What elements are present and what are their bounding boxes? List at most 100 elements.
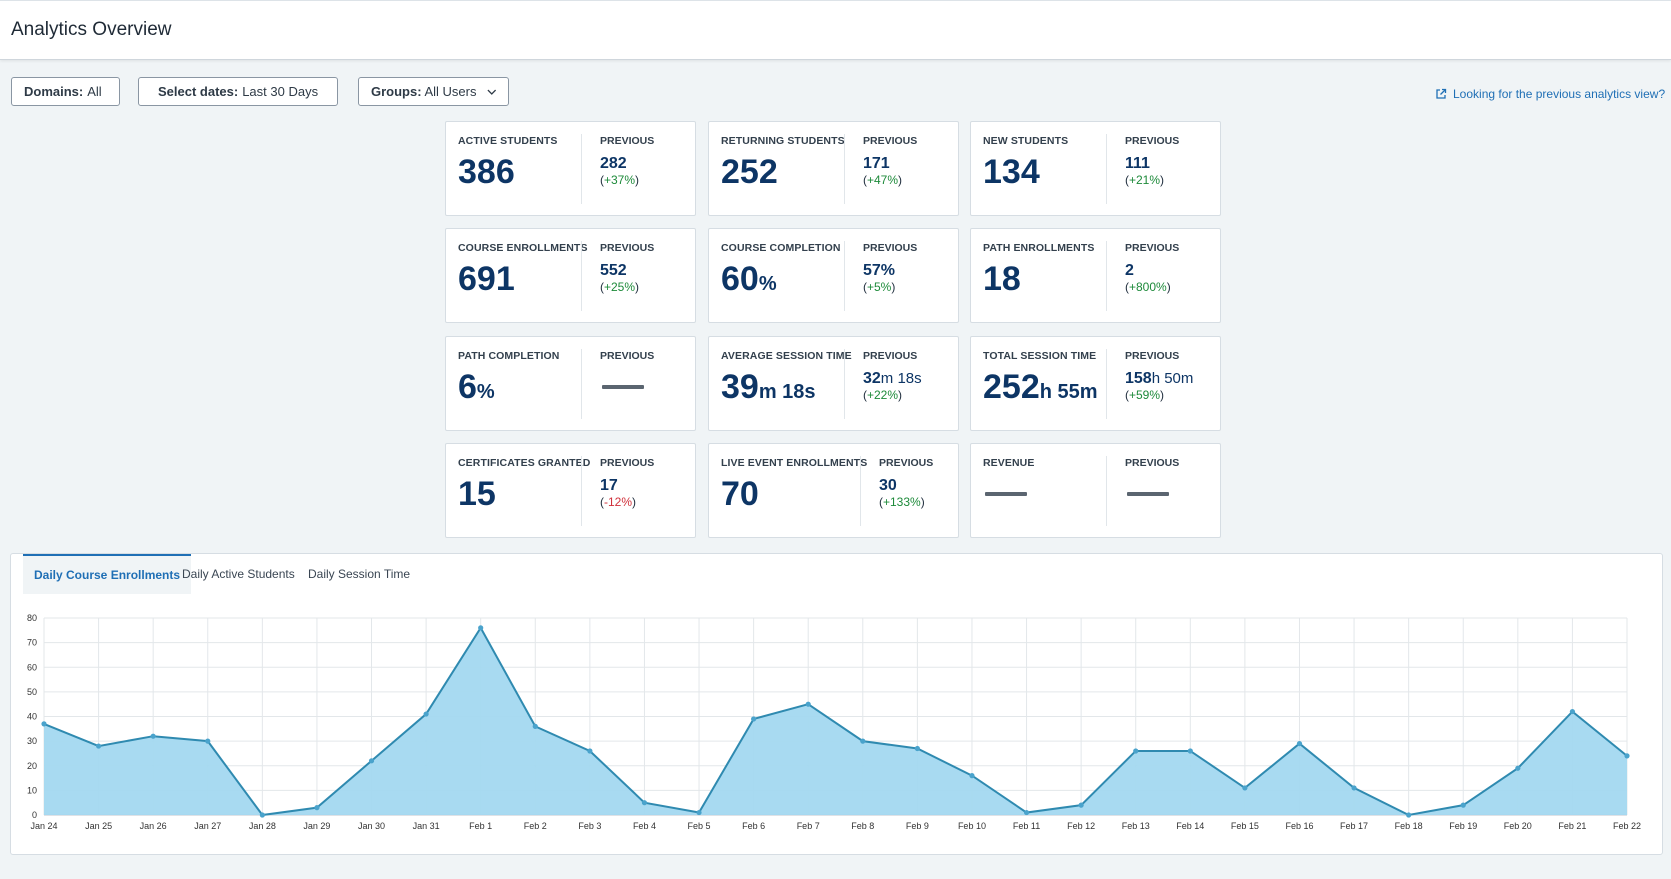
change-close: ) xyxy=(898,173,903,187)
card-divider xyxy=(844,241,845,311)
previous-change: (+59%) xyxy=(1125,388,1164,402)
previous-label: PREVIOUS xyxy=(1125,242,1180,254)
card-average-session-time: AVERAGE SESSION TIME 39m 18s PREVIOUS 32… xyxy=(708,336,959,431)
card-active-students: ACTIVE STUDENTS 386 PREVIOUS 282 (+37%) xyxy=(445,121,696,216)
domains-filter-label: Domains: xyxy=(24,84,84,99)
tab-daily-session-time[interactable]: Daily Session Time xyxy=(308,567,411,581)
previous-label: PREVIOUS xyxy=(863,242,918,254)
previous-value-unit: h 50m xyxy=(1151,370,1194,387)
change-percent: +47% xyxy=(867,173,899,187)
tab-daily-course-enrollments[interactable]: Daily Course Enrollments xyxy=(23,554,192,594)
card-divider xyxy=(844,134,845,204)
groups-filter-dropdown[interactable]: Groups: All Users xyxy=(358,77,509,106)
card-divider xyxy=(581,349,582,419)
previous-analytics-link-text: Looking for the previous analytics view? xyxy=(1453,87,1666,101)
card-divider xyxy=(581,241,582,311)
chart-panel xyxy=(10,553,1663,855)
previous-value: 17 xyxy=(600,477,618,494)
previous-change: (+133%) xyxy=(879,495,925,509)
card-divider xyxy=(581,134,582,204)
previous-change: (+25%) xyxy=(600,280,639,294)
change-open: ( xyxy=(600,173,604,187)
previous-value: 57% xyxy=(863,262,896,279)
previous-label: PREVIOUS xyxy=(600,350,655,362)
groups-filter-label: Groups: xyxy=(371,84,422,99)
card-value: 18 xyxy=(983,260,1021,298)
dates-filter-dropdown[interactable]: Select dates: Last 30 Days xyxy=(138,77,338,106)
previous-change: (+5%) xyxy=(863,280,895,294)
previous-change: (+800%) xyxy=(1125,280,1171,294)
chevron-down-icon xyxy=(487,89,497,95)
card-value-number: 39 xyxy=(721,368,759,406)
card-value-unit: % xyxy=(758,273,777,295)
tab-daily-active-students[interactable]: Daily Active Students xyxy=(182,567,295,581)
page-title: Analytics Overview xyxy=(11,19,172,40)
card-divider xyxy=(844,349,845,419)
previous-value: 552 xyxy=(600,262,627,279)
card-value-number: 252 xyxy=(983,368,1040,406)
change-open: ( xyxy=(1125,173,1129,187)
change-percent: +133% xyxy=(883,495,921,509)
previous-value: 171 xyxy=(863,155,890,172)
change-percent: -12% xyxy=(604,495,633,509)
previous-value-unit: m 18s xyxy=(880,370,922,387)
card-divider xyxy=(1106,134,1107,204)
previous-change: (+47%) xyxy=(863,173,902,187)
dates-filter-value: Last 30 Days xyxy=(242,84,319,99)
previous-label: PREVIOUS xyxy=(1125,135,1180,147)
card-course-enrollments: COURSE ENROLLMENTS 691 PREVIOUS 552 (+25… xyxy=(445,228,696,323)
previous-label: PREVIOUS xyxy=(863,135,918,147)
previous-change: (+37%) xyxy=(600,173,639,187)
card-divider xyxy=(581,456,582,526)
card-divider xyxy=(1106,349,1107,419)
change-open: ( xyxy=(1125,388,1129,402)
card-value: 70 xyxy=(721,475,759,513)
card-label: NEW STUDENTS xyxy=(983,135,1069,147)
change-close: ) xyxy=(1166,280,1171,294)
change-percent: +21% xyxy=(1129,173,1161,187)
previous-label: PREVIOUS xyxy=(1125,457,1180,469)
card-label: PATH COMPLETION xyxy=(458,350,560,362)
no-data-dash xyxy=(602,385,644,389)
change-open: ( xyxy=(863,173,867,187)
previous-value: 30 xyxy=(879,477,897,494)
previous-analytics-link[interactable]: Looking for the previous analytics view? xyxy=(1435,87,1665,101)
no-data-dash xyxy=(1127,492,1169,496)
previous-label: PREVIOUS xyxy=(600,242,655,254)
previous-value: 158h 50m xyxy=(1125,370,1193,388)
previous-value-number: 32 xyxy=(863,370,881,387)
change-close: ) xyxy=(891,280,896,294)
change-percent: +59% xyxy=(1129,388,1161,402)
card-value: 691 xyxy=(458,260,515,298)
card-value: 134 xyxy=(983,153,1040,191)
card-label: CERTIFICATES GRANTED xyxy=(458,457,591,469)
card-value-unit: % xyxy=(476,381,495,403)
change-close: ) xyxy=(635,280,640,294)
card-path-completion: PATH COMPLETION 6% PREVIOUS xyxy=(445,336,696,431)
card-value-number: 6 xyxy=(458,368,477,406)
change-close: ) xyxy=(920,495,925,509)
previous-label: PREVIOUS xyxy=(600,457,655,469)
card-label: TOTAL SESSION TIME xyxy=(983,350,1097,362)
card-new-students: NEW STUDENTS 134 PREVIOUS 111 (+21%) xyxy=(970,121,1221,216)
change-open: ( xyxy=(600,495,604,509)
card-total-session-time: TOTAL SESSION TIME 252h 55m PREVIOUS 158… xyxy=(970,336,1221,431)
card-course-completion: COURSE COMPLETION 60% PREVIOUS 57% (+5%) xyxy=(708,228,959,323)
domains-filter-dropdown[interactable]: Domains: All xyxy=(11,77,120,106)
change-percent: +800% xyxy=(1129,280,1167,294)
card-label: PATH ENROLLMENTS xyxy=(983,242,1095,254)
card-label: LIVE EVENT ENROLLMENTS xyxy=(721,457,868,469)
previous-value: 282 xyxy=(600,155,627,172)
change-percent: +37% xyxy=(604,173,636,187)
card-label: COURSE COMPLETION xyxy=(721,242,841,254)
change-open: ( xyxy=(600,280,604,294)
change-close: ) xyxy=(635,173,640,187)
card-label: ACTIVE STUDENTS xyxy=(458,135,558,147)
previous-change: (+21%) xyxy=(1125,173,1164,187)
card-divider xyxy=(1106,241,1107,311)
external-link-icon xyxy=(1436,88,1447,99)
card-label: COURSE ENROLLMENTS xyxy=(458,242,588,254)
card-divider xyxy=(860,456,861,526)
change-close: ) xyxy=(632,495,637,509)
change-open: ( xyxy=(863,388,867,402)
